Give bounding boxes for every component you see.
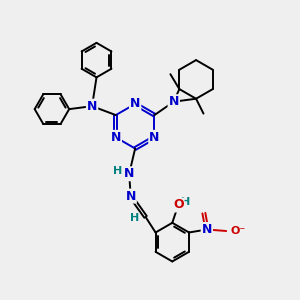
Text: N: N [130, 98, 140, 110]
Text: O⁻: O⁻ [231, 226, 246, 236]
Text: N: N [124, 167, 134, 180]
Text: H: H [113, 167, 122, 176]
Text: N: N [125, 190, 136, 202]
Text: N: N [87, 100, 97, 113]
Text: H: H [130, 213, 139, 224]
Text: O: O [173, 199, 184, 212]
Text: H: H [181, 197, 190, 207]
Text: N: N [202, 223, 212, 236]
Text: N: N [149, 131, 160, 144]
Text: N: N [111, 131, 121, 144]
Text: N: N [169, 95, 179, 108]
